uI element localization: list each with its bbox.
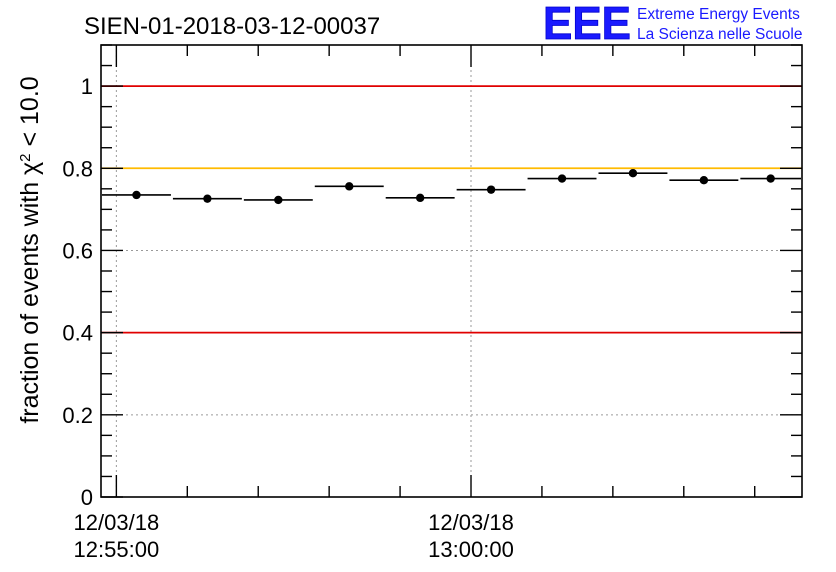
eee-logo: EEE Extreme Energy Events La Scienza nel… <box>543 0 803 49</box>
chart-title: SIEN-01-2018-03-12-00037 <box>84 13 380 40</box>
y-axis-label: fraction of events with χ2 < 10.0 <box>16 76 44 423</box>
data-point <box>628 169 638 178</box>
y-tick-label: 0.6 <box>62 238 93 263</box>
logo-line-2: La Scienza nelle Scuole <box>637 26 802 43</box>
y-axis-label-chi: χ <box>16 162 44 175</box>
plot-frame <box>100 44 803 498</box>
y-axis: 0 0.2 0.4 0.6 0.8 1 <box>62 44 802 510</box>
data-point <box>766 174 775 183</box>
x-tick-label-time: 12:55:00 <box>74 537 160 562</box>
y-tick-label: 0.2 <box>62 403 93 428</box>
y-tick-label: 1 <box>81 74 93 99</box>
data-point <box>415 193 425 203</box>
data-point <box>203 194 212 203</box>
data-series <box>102 169 801 205</box>
data-point <box>274 195 283 205</box>
y-tick-label: 0 <box>81 485 93 510</box>
data-point <box>345 182 354 191</box>
data-point <box>132 190 141 200</box>
data-point <box>557 174 567 183</box>
y-axis-label-prefix: fraction of events with <box>16 175 44 424</box>
y-tick-label: 0.8 <box>62 156 93 181</box>
data-point <box>486 185 496 194</box>
x-tick-label-time: 13:00:00 <box>428 537 514 562</box>
x-tick-label-date: 12/03/18 <box>74 510 160 535</box>
y-axis-label-suffix: < 10.0 <box>16 76 44 153</box>
gridlines <box>101 45 802 497</box>
y-tick-label: 0.4 <box>62 321 93 346</box>
reference-lines <box>101 85 802 334</box>
y-axis-label-sup: 2 <box>17 153 34 161</box>
logo-mark: EEE <box>543 0 631 49</box>
x-tick-label-date: 12/03/18 <box>428 510 514 535</box>
data-point <box>699 175 709 185</box>
logo-line-1: Extreme Energy Events <box>637 6 800 23</box>
